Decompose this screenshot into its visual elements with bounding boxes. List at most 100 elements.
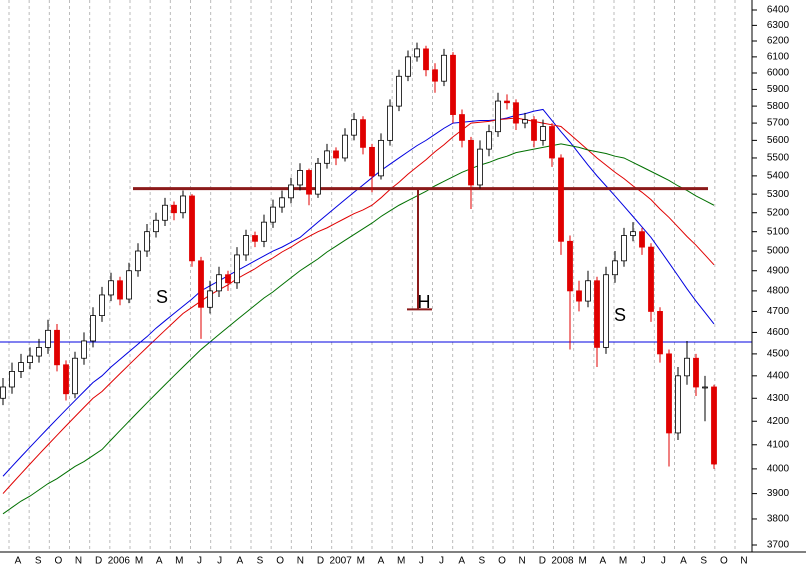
y-tick-label: 5400 xyxy=(767,171,790,182)
candle-body xyxy=(531,119,537,141)
candle-body xyxy=(306,170,312,195)
candle-body xyxy=(234,254,240,284)
y-tick-label: 4100 xyxy=(767,439,790,450)
candle-body xyxy=(657,311,663,355)
x-tick-label: A xyxy=(378,556,385,567)
x-tick-label: M xyxy=(175,556,183,567)
x-tick-label: A xyxy=(599,556,606,567)
candle-body xyxy=(63,364,69,395)
y-tick-label: 4700 xyxy=(767,306,790,317)
candle-body xyxy=(216,274,222,292)
candle-body xyxy=(270,206,276,223)
x-tick-label: A xyxy=(15,556,22,567)
candle-body xyxy=(405,56,411,77)
candle-body xyxy=(369,146,375,177)
x-tick-label: N xyxy=(740,556,747,567)
candle-body xyxy=(153,219,159,233)
x-tick-label: M xyxy=(397,556,405,567)
y-tick-label: 5100 xyxy=(767,226,790,237)
candle-body xyxy=(450,54,456,115)
candle-body xyxy=(387,105,393,141)
y-tick-label: 4400 xyxy=(767,370,790,381)
candle-body xyxy=(333,150,339,159)
candle-body xyxy=(324,150,330,164)
candle-body xyxy=(189,195,195,262)
x-tick-label: J xyxy=(197,556,202,567)
y-tick-label: 3900 xyxy=(767,488,790,499)
candle-body xyxy=(54,329,60,366)
x-tick-label: O xyxy=(498,556,506,567)
candle-body xyxy=(252,235,258,242)
candle-body xyxy=(576,290,582,302)
candle-body xyxy=(549,126,555,159)
y-tick-label: 5200 xyxy=(767,207,790,218)
candle-body xyxy=(360,119,366,148)
candle-body xyxy=(351,119,357,136)
x-tick-label: S xyxy=(35,556,42,567)
y-tick-label: 3700 xyxy=(767,540,790,551)
candle-body xyxy=(342,134,348,159)
annotation: S xyxy=(614,305,626,325)
candle-body xyxy=(486,131,492,150)
candle-body xyxy=(693,357,699,388)
candle-body xyxy=(648,246,654,312)
candle-body xyxy=(162,204,168,221)
y-tick-label: 4600 xyxy=(767,327,790,338)
candle-body xyxy=(378,139,384,177)
candle-body xyxy=(513,102,519,124)
moving-average xyxy=(2,143,715,515)
x-tick-label: 2007 xyxy=(330,556,353,567)
candle-body xyxy=(243,235,249,256)
candle-body xyxy=(441,54,447,82)
x-tick-label: J xyxy=(439,556,444,567)
candle-body xyxy=(567,240,573,292)
candle-body xyxy=(225,274,231,284)
candle-body xyxy=(504,100,510,104)
candle-body xyxy=(585,280,591,302)
x-tick-label: D xyxy=(317,556,324,567)
candle-body xyxy=(396,75,402,107)
candle-body xyxy=(45,329,51,348)
candle-body xyxy=(423,48,429,71)
x-tick-label: 2006 xyxy=(108,556,131,567)
candle-body xyxy=(261,221,267,242)
candle-body xyxy=(90,315,96,342)
candle-body xyxy=(684,357,690,377)
x-tick-label: S xyxy=(478,556,485,567)
x-tick-label: D xyxy=(539,556,546,567)
annotation: S xyxy=(156,287,168,307)
moving-average xyxy=(2,117,715,494)
candle-body xyxy=(81,340,87,359)
candle-body xyxy=(594,280,600,348)
candle-body xyxy=(702,386,708,389)
x-tick-label: J xyxy=(217,556,222,567)
candle-body xyxy=(432,69,438,82)
y-tick-label: 4200 xyxy=(767,416,790,427)
y-tick-label: 4300 xyxy=(767,393,790,404)
x-tick-label: N xyxy=(297,556,304,567)
x-tick-label: M xyxy=(578,556,586,567)
y-tick-label: 6100 xyxy=(767,52,790,63)
y-tick-label: 6000 xyxy=(767,68,790,79)
x-tick-label: J xyxy=(641,556,646,567)
y-tick-label: 4500 xyxy=(767,349,790,360)
x-tick-label: S xyxy=(257,556,264,567)
candle-body xyxy=(540,126,546,141)
x-tick-label: O xyxy=(54,556,62,567)
x-tick-label: M xyxy=(619,556,627,567)
x-tick-label: 2008 xyxy=(551,556,574,567)
candle-body xyxy=(639,231,645,248)
candle-body xyxy=(603,274,609,348)
candle-body xyxy=(108,280,114,296)
candle-body xyxy=(675,375,681,434)
y-tick-label: 4800 xyxy=(767,286,790,297)
candle-body xyxy=(315,162,321,195)
candle-body xyxy=(666,353,672,434)
y-tick-label: 5600 xyxy=(767,135,790,146)
y-tick-label: 6300 xyxy=(767,20,790,31)
candle-body xyxy=(495,100,501,133)
x-tick-label: J xyxy=(661,556,666,567)
candle-body xyxy=(612,260,618,276)
